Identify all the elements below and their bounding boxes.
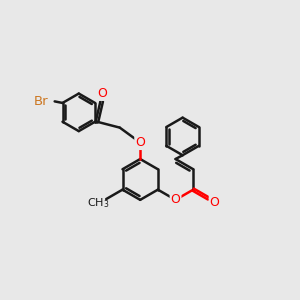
Text: O: O	[135, 136, 145, 149]
Text: CH$_3$: CH$_3$	[88, 196, 110, 210]
Text: O: O	[171, 194, 181, 206]
Text: O: O	[210, 196, 220, 208]
Text: O: O	[97, 87, 106, 100]
Text: Br: Br	[34, 95, 49, 108]
